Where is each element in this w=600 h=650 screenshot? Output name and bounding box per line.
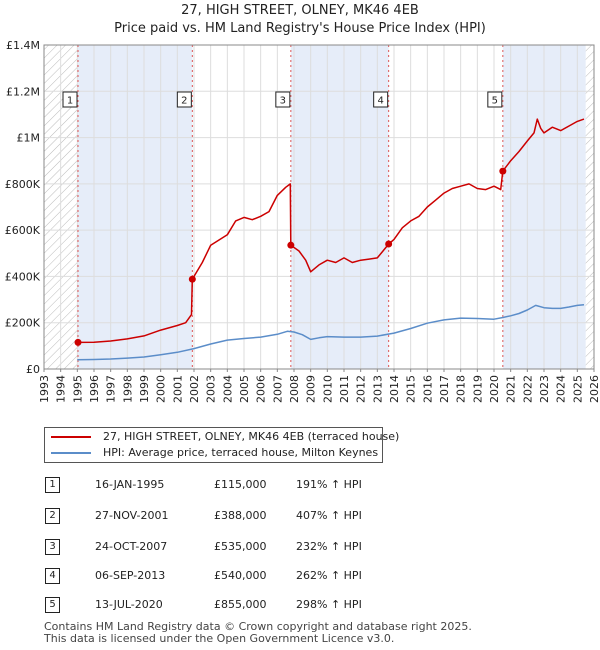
x-tick-label: 2007 xyxy=(271,375,284,403)
transaction-hpi: 232% ↑ HPI xyxy=(296,540,362,553)
x-tick-label: 2014 xyxy=(388,375,401,403)
x-tick-label: 2008 xyxy=(288,375,301,403)
sale-label-box xyxy=(373,91,389,108)
transaction-date: 13-JUL-2020 xyxy=(95,598,163,611)
x-tick-label: 2025 xyxy=(571,375,584,403)
hpi-series-line xyxy=(77,303,585,361)
transaction-price: £388,000 xyxy=(214,509,267,522)
x-tick-label: 2001 xyxy=(171,375,184,403)
sale-label-number: 1 xyxy=(67,96,73,107)
sale-point xyxy=(287,241,295,249)
transaction-price: £535,000 xyxy=(214,540,267,553)
y-tick-label: £1.2M xyxy=(6,85,40,98)
x-tick-label: 2006 xyxy=(255,375,268,403)
transaction-number: 3 xyxy=(45,539,60,555)
transaction-date: 16-JAN-1995 xyxy=(95,478,165,491)
transaction-date: 27-NOV-2001 xyxy=(95,509,169,522)
legend-swatch-property xyxy=(51,436,91,438)
x-tick-label: 2009 xyxy=(305,375,318,403)
transaction-row: 1 16-JAN-1995 £115,000 191% ↑ HPI xyxy=(0,477,600,495)
transaction-hpi: 262% ↑ HPI xyxy=(296,569,362,582)
x-tick-label: 2010 xyxy=(321,375,334,403)
y-tick-label: £0 xyxy=(26,363,40,376)
x-tick-label: 2021 xyxy=(505,375,518,403)
x-tick-label: 2020 xyxy=(488,375,501,403)
transaction-price: £540,000 xyxy=(214,569,267,582)
sale-label-number: 2 xyxy=(181,96,187,107)
transaction-number: 5 xyxy=(45,597,60,613)
legend-label-hpi: HPI: Average price, terraced house, Milt… xyxy=(103,446,379,459)
x-tick-label: 2018 xyxy=(455,375,468,403)
x-tick-label: 1994 xyxy=(55,375,68,403)
footer-licence: This data is licensed under the Open Gov… xyxy=(44,632,395,645)
sale-label-number: 5 xyxy=(492,96,498,107)
x-tick-label: 2013 xyxy=(371,375,384,403)
transaction-hpi: 298% ↑ HPI xyxy=(296,598,362,611)
transaction-row: 2 27-NOV-2001 £388,000 407% ↑ HPI xyxy=(0,508,600,526)
sale-label-box xyxy=(487,91,503,108)
x-tick-label: 2003 xyxy=(205,375,218,403)
plot-frame xyxy=(43,44,595,370)
sale-label-box xyxy=(275,91,291,108)
x-tick-label: 2024 xyxy=(555,375,568,403)
x-tick-label: 2012 xyxy=(355,375,368,403)
hatch-region-end xyxy=(585,45,594,369)
x-tick-label: 1993 xyxy=(38,375,51,403)
transaction-price: £115,000 xyxy=(214,478,267,491)
transaction-row: 3 24-OCT-2007 £535,000 232% ↑ HPI xyxy=(0,539,600,557)
ownership-band xyxy=(290,45,389,369)
transaction-hpi: 191% ↑ HPI xyxy=(296,478,362,491)
transaction-price: £855,000 xyxy=(214,598,267,611)
transaction-number: 4 xyxy=(45,568,60,584)
x-tick-label: 2017 xyxy=(438,375,451,403)
transaction-row: 5 13-JUL-2020 £855,000 298% ↑ HPI xyxy=(0,597,600,615)
x-tick-label: 2004 xyxy=(221,375,234,403)
y-tick-label: £1M xyxy=(17,132,41,145)
y-tick-label: £1.4M xyxy=(6,39,40,52)
x-tick-label: 2011 xyxy=(338,375,351,403)
x-tick-label: 1999 xyxy=(138,375,151,403)
sale-point xyxy=(499,167,507,175)
x-tick-label: 2015 xyxy=(405,375,418,403)
x-tick-label: 2023 xyxy=(538,375,551,403)
price-chart: 1 2 3 4 5 £0 £200K £400K £600K £800K £1M £1.2M £1.4… xyxy=(5,39,600,403)
legend-swatch-hpi xyxy=(51,452,91,454)
transaction-date: 24-OCT-2007 xyxy=(95,540,168,553)
sale-label-number: 4 xyxy=(377,96,383,107)
legend-label-property: 27, HIGH STREET, OLNEY, MK46 4EB (terrac… xyxy=(103,430,400,443)
ownership-band xyxy=(78,45,193,369)
x-tick-label: 2005 xyxy=(238,375,251,403)
x-tick-label: 2022 xyxy=(521,375,534,403)
y-tick-label: £800K xyxy=(5,178,41,191)
sale-label-number: 3 xyxy=(280,96,286,107)
x-tick-label: 2016 xyxy=(421,375,434,403)
sale-point xyxy=(188,275,196,283)
x-tick-label: 2000 xyxy=(155,375,168,403)
sale-label-box xyxy=(176,91,192,108)
transaction-number: 2 xyxy=(45,508,60,524)
y-tick-label: £600K xyxy=(5,224,41,237)
x-tick-label: 2026 xyxy=(588,375,600,403)
transaction-date: 06-SEP-2013 xyxy=(95,569,166,582)
x-tick-label: 2002 xyxy=(188,375,201,403)
x-tick-label: 1996 xyxy=(88,375,101,403)
chart-title: 27, HIGH STREET, OLNEY, MK46 4EB xyxy=(181,3,419,18)
x-tick-label: 1998 xyxy=(121,375,134,403)
property-series-line xyxy=(77,118,585,344)
legend: 27, HIGH STREET, OLNEY, MK46 4EB (terrac… xyxy=(44,427,399,463)
sale-point xyxy=(74,338,82,346)
x-tick-label: 1997 xyxy=(105,375,118,403)
x-tick-label: 1995 xyxy=(71,375,84,403)
sale-label-box xyxy=(62,91,78,108)
sale-point xyxy=(385,240,393,248)
y-tick-label: £200K xyxy=(5,317,41,330)
transaction-number: 1 xyxy=(45,477,60,493)
transaction-hpi: 407% ↑ HPI xyxy=(296,509,362,522)
x-tick-label: 2019 xyxy=(471,375,484,403)
footer-copyright: Contains HM Land Registry data © Crown c… xyxy=(44,620,472,633)
transaction-row: 4 06-SEP-2013 £540,000 262% ↑ HPI xyxy=(0,568,600,586)
y-tick-label: £400K xyxy=(5,270,41,283)
chart-subtitle: Price paid vs. HM Land Registry's House … xyxy=(114,21,486,36)
